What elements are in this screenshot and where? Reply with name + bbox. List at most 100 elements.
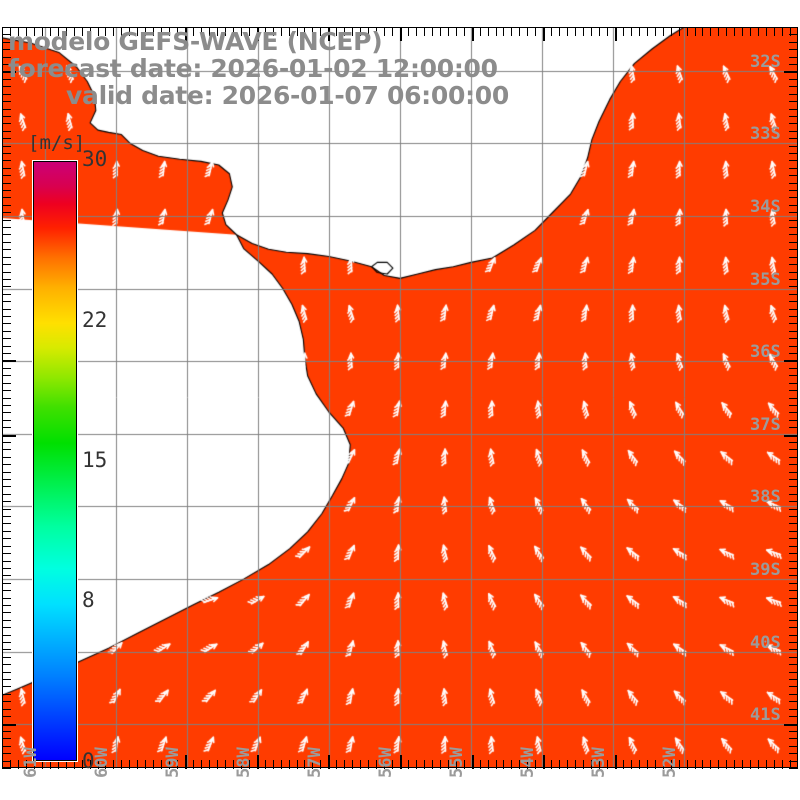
tick-mark [472,27,474,41]
tick-mark [2,190,11,191]
tick-mark [789,101,798,102]
tick-mark [2,71,16,73]
tick-mark [2,420,11,421]
tick-mark [789,190,798,191]
tick-mark [34,27,35,36]
tick-mark [789,709,798,710]
tick-mark [488,760,489,769]
tick-mark [432,27,433,36]
tick-mark [789,598,798,599]
tick-mark [82,760,83,769]
tick-mark [789,509,798,510]
tick-mark [671,760,672,769]
tick-mark [567,27,568,36]
tick-mark [328,755,330,769]
tick-mark [789,738,798,739]
tick-mark [2,627,11,628]
tick-mark [631,27,632,36]
tick-mark [2,49,11,50]
tick-mark [695,760,696,769]
tick-mark [758,27,759,36]
tick-mark [789,57,798,58]
tick-mark [575,760,576,769]
tick-mark [2,294,11,295]
tick-mark [2,568,11,569]
tick-mark [789,583,798,584]
tick-mark [392,760,393,769]
tick-mark [789,34,798,35]
colorbar-gradient[interactable] [32,160,78,762]
tick-mark [400,27,402,41]
tick-mark [408,760,409,769]
tick-mark [789,398,798,399]
tick-mark [789,761,798,762]
tick-mark [742,27,743,36]
tick-mark [336,27,337,36]
tick-mark [113,27,114,36]
tick-mark [432,760,433,769]
tick-mark [42,27,43,36]
tick-mark [789,294,798,295]
tick-mark [2,442,11,443]
tick-mark [655,760,656,769]
map-plot-area[interactable] [2,27,798,768]
tick-mark [2,64,11,65]
tick-mark [297,760,298,769]
tick-mark [121,27,122,36]
tick-mark [527,760,528,769]
tick-mark [789,516,798,517]
tick-mark [2,205,11,206]
tick-mark [2,709,11,710]
tick-mark [726,27,727,36]
tick-mark [687,760,688,769]
tick-mark [193,27,194,36]
tick-mark [789,664,798,665]
tick-mark [241,27,242,36]
tick-mark [789,427,798,428]
tick-mark [782,760,783,769]
tick-mark [655,27,656,36]
tick-mark [2,234,11,235]
tick-mark [789,383,798,384]
tick-mark [789,442,798,443]
tick-mark [105,760,106,769]
colorbar-tick-0: 0 [82,749,95,773]
tick-mark [392,27,393,36]
tick-mark [2,227,11,228]
tick-mark [789,279,798,280]
tick-mark [257,755,259,769]
tick-mark [2,309,11,310]
tick-mark [789,523,798,524]
top-tick-rail [2,27,798,41]
graticule-grid-layer [2,27,798,768]
tick-mark [789,627,798,628]
tick-mark [789,642,798,643]
tick-mark [789,242,798,243]
tick-mark [551,27,552,36]
tick-mark [400,755,402,769]
tick-mark [789,472,798,473]
tick-mark [789,546,798,547]
tick-mark [2,175,11,176]
tick-mark [789,86,798,87]
tick-mark [2,731,11,732]
tick-mark [416,27,417,36]
tick-mark [551,760,552,769]
tick-mark [201,760,202,769]
tick-mark [98,27,99,36]
tick-mark [750,27,751,36]
tick-mark [2,42,11,43]
tick-mark [2,257,11,258]
tick-mark [789,449,798,450]
tick-mark [789,116,798,117]
tick-mark [2,331,11,332]
tick-mark [129,760,130,769]
tick-mark [559,27,560,36]
tick-mark [583,27,584,36]
tick-mark [559,760,560,769]
tick-mark [789,146,798,147]
tick-mark [750,760,751,769]
tick-mark [718,27,719,36]
tick-mark [2,353,11,354]
tick-mark [790,760,791,769]
